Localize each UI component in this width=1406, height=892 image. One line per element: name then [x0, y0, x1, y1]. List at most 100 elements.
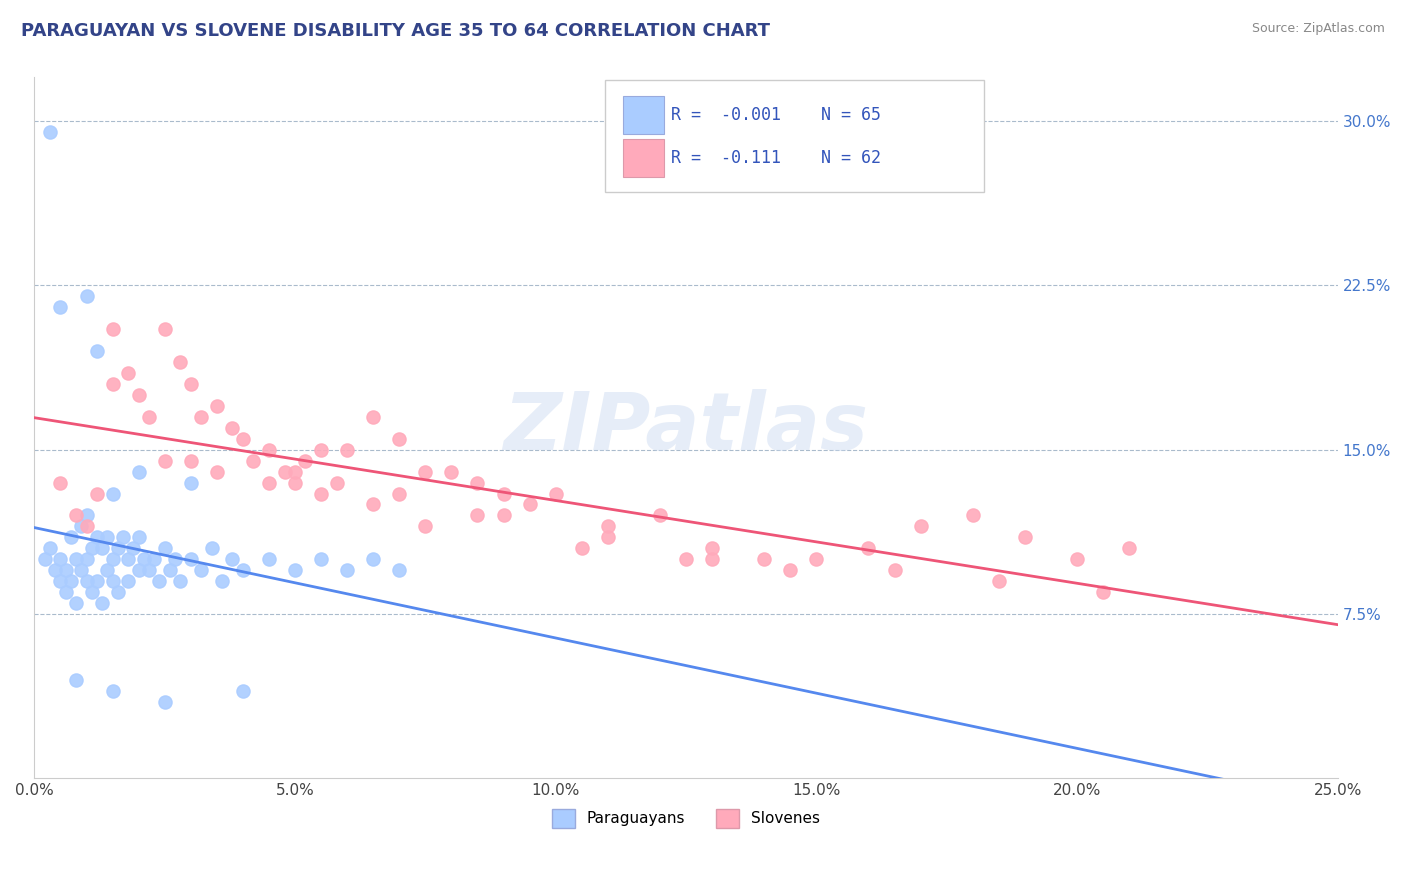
Point — [571, 541, 593, 556]
Point — [492, 508, 515, 523]
Point — [111, 530, 134, 544]
Point — [59, 574, 82, 588]
Point — [143, 552, 166, 566]
Point — [284, 465, 307, 479]
Point — [122, 541, 145, 556]
Text: R =  -0.111    N = 62: R = -0.111 N = 62 — [671, 149, 880, 167]
Point — [180, 552, 202, 566]
Point — [44, 563, 66, 577]
Point — [132, 552, 155, 566]
Point — [257, 475, 280, 490]
Point — [1118, 541, 1140, 556]
Point — [544, 486, 567, 500]
Text: Source: ZipAtlas.com: Source: ZipAtlas.com — [1251, 22, 1385, 36]
Point — [86, 486, 108, 500]
Text: PARAGUAYAN VS SLOVENE DISABILITY AGE 35 TO 64 CORRELATION CHART: PARAGUAYAN VS SLOVENE DISABILITY AGE 35 … — [21, 22, 770, 40]
Point — [128, 388, 150, 402]
Point — [153, 695, 176, 709]
Point — [294, 453, 316, 467]
Point — [169, 574, 191, 588]
Point — [257, 552, 280, 566]
Point — [596, 519, 619, 533]
Point — [242, 453, 264, 467]
Point — [205, 465, 228, 479]
Point — [76, 519, 98, 533]
Point — [467, 508, 489, 523]
Point — [96, 563, 118, 577]
Point — [59, 530, 82, 544]
Point — [153, 453, 176, 467]
Point — [76, 289, 98, 303]
Point — [128, 563, 150, 577]
Point — [388, 486, 411, 500]
Point — [883, 563, 905, 577]
Point — [987, 574, 1010, 588]
Point — [138, 563, 160, 577]
Point — [467, 475, 489, 490]
Point — [962, 508, 984, 523]
Point — [117, 552, 139, 566]
Point — [700, 541, 723, 556]
Point — [180, 453, 202, 467]
Point — [70, 563, 93, 577]
Point — [91, 541, 114, 556]
Point — [361, 409, 384, 424]
Point — [648, 508, 671, 523]
Point — [309, 442, 332, 457]
Point — [754, 552, 776, 566]
Point — [221, 552, 243, 566]
Point — [1066, 552, 1088, 566]
Point — [388, 432, 411, 446]
Point — [273, 465, 295, 479]
Point — [49, 552, 72, 566]
Point — [205, 399, 228, 413]
Point — [65, 508, 87, 523]
Point — [440, 465, 463, 479]
Point — [65, 552, 87, 566]
Point — [80, 541, 103, 556]
Point — [336, 442, 359, 457]
Point — [221, 421, 243, 435]
Point — [190, 409, 212, 424]
Point — [55, 585, 77, 599]
Point — [675, 552, 697, 566]
Point — [806, 552, 828, 566]
Point — [128, 530, 150, 544]
Point — [361, 498, 384, 512]
Point — [779, 563, 801, 577]
Legend: Paraguayans, Slovenes: Paraguayans, Slovenes — [546, 803, 827, 834]
Point — [70, 519, 93, 533]
Point — [361, 552, 384, 566]
Point — [91, 596, 114, 610]
Point — [101, 574, 124, 588]
Point — [49, 301, 72, 315]
Point — [169, 355, 191, 369]
Point — [519, 498, 541, 512]
Point — [232, 683, 254, 698]
Text: ZIPatlas: ZIPatlas — [503, 389, 869, 467]
Point — [107, 585, 129, 599]
Point — [180, 377, 202, 392]
Point — [39, 125, 62, 139]
Point — [49, 574, 72, 588]
Point — [86, 574, 108, 588]
Point — [232, 432, 254, 446]
Point — [117, 366, 139, 380]
Point — [49, 475, 72, 490]
Point — [101, 486, 124, 500]
Point — [101, 552, 124, 566]
Point — [201, 541, 224, 556]
Point — [76, 574, 98, 588]
Point — [858, 541, 880, 556]
Point — [153, 541, 176, 556]
Point — [148, 574, 170, 588]
Point — [596, 530, 619, 544]
Point — [336, 563, 359, 577]
Point — [309, 552, 332, 566]
Point — [107, 541, 129, 556]
Point — [232, 563, 254, 577]
Point — [76, 552, 98, 566]
Point — [492, 486, 515, 500]
Point — [138, 409, 160, 424]
Point — [101, 377, 124, 392]
